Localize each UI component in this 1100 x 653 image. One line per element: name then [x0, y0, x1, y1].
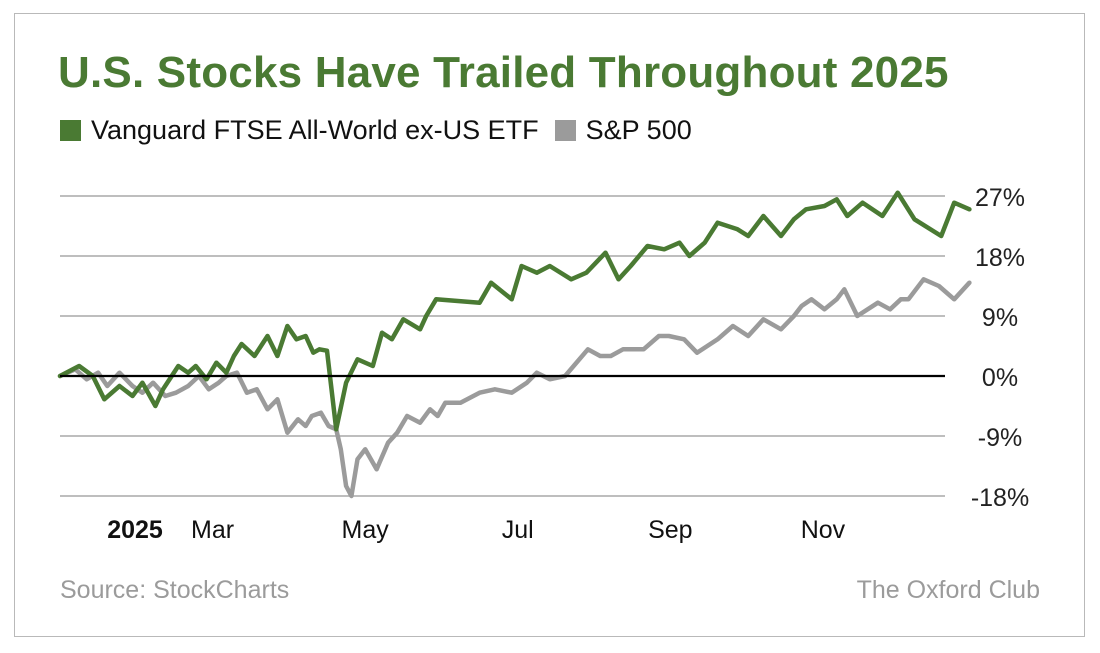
series-line-sp500	[57, 277, 972, 499]
legend-item-vanguard: Vanguard FTSE All-World ex-US ETF	[60, 115, 539, 146]
chart-title: U.S. Stocks Have Trailed Throughout 2025	[58, 48, 949, 97]
chart-legend: Vanguard FTSE All-World ex-US ETF S&P 50…	[60, 112, 692, 148]
x-tick-label-mar: Mar	[191, 516, 234, 544]
y-tick-label-27: 27%	[975, 184, 1025, 212]
x-tick-label-2025: 2025	[107, 516, 163, 544]
publisher-credit: The Oxford Club	[856, 576, 1040, 604]
legend-label-sp500: S&P 500	[585, 114, 692, 145]
x-tick-label-may: May	[342, 516, 390, 544]
y-tick-label-neg9: -9%	[978, 424, 1022, 452]
chart-card	[14, 13, 1085, 637]
x-tick-label-nov: Nov	[801, 516, 846, 544]
legend-label-vanguard: Vanguard FTSE All-World ex-US ETF	[91, 114, 539, 145]
x-tick-label-jul: Jul	[502, 516, 534, 544]
x-tick-label-sep: Sep	[648, 516, 692, 544]
legend-item-sp500: S&P 500	[554, 114, 692, 146]
y-tick-label-9: 9%	[982, 304, 1018, 332]
source-note: Source: StockCharts	[60, 576, 290, 604]
series-line-vanguard	[57, 190, 972, 432]
y-tick-label-neg18: -18%	[971, 484, 1029, 512]
y-tick-label-0: 0%	[982, 364, 1018, 392]
legend-swatch-vanguard	[60, 119, 81, 141]
legend-swatch-sp500	[554, 119, 576, 141]
y-tick-label-18: 18%	[975, 244, 1025, 272]
